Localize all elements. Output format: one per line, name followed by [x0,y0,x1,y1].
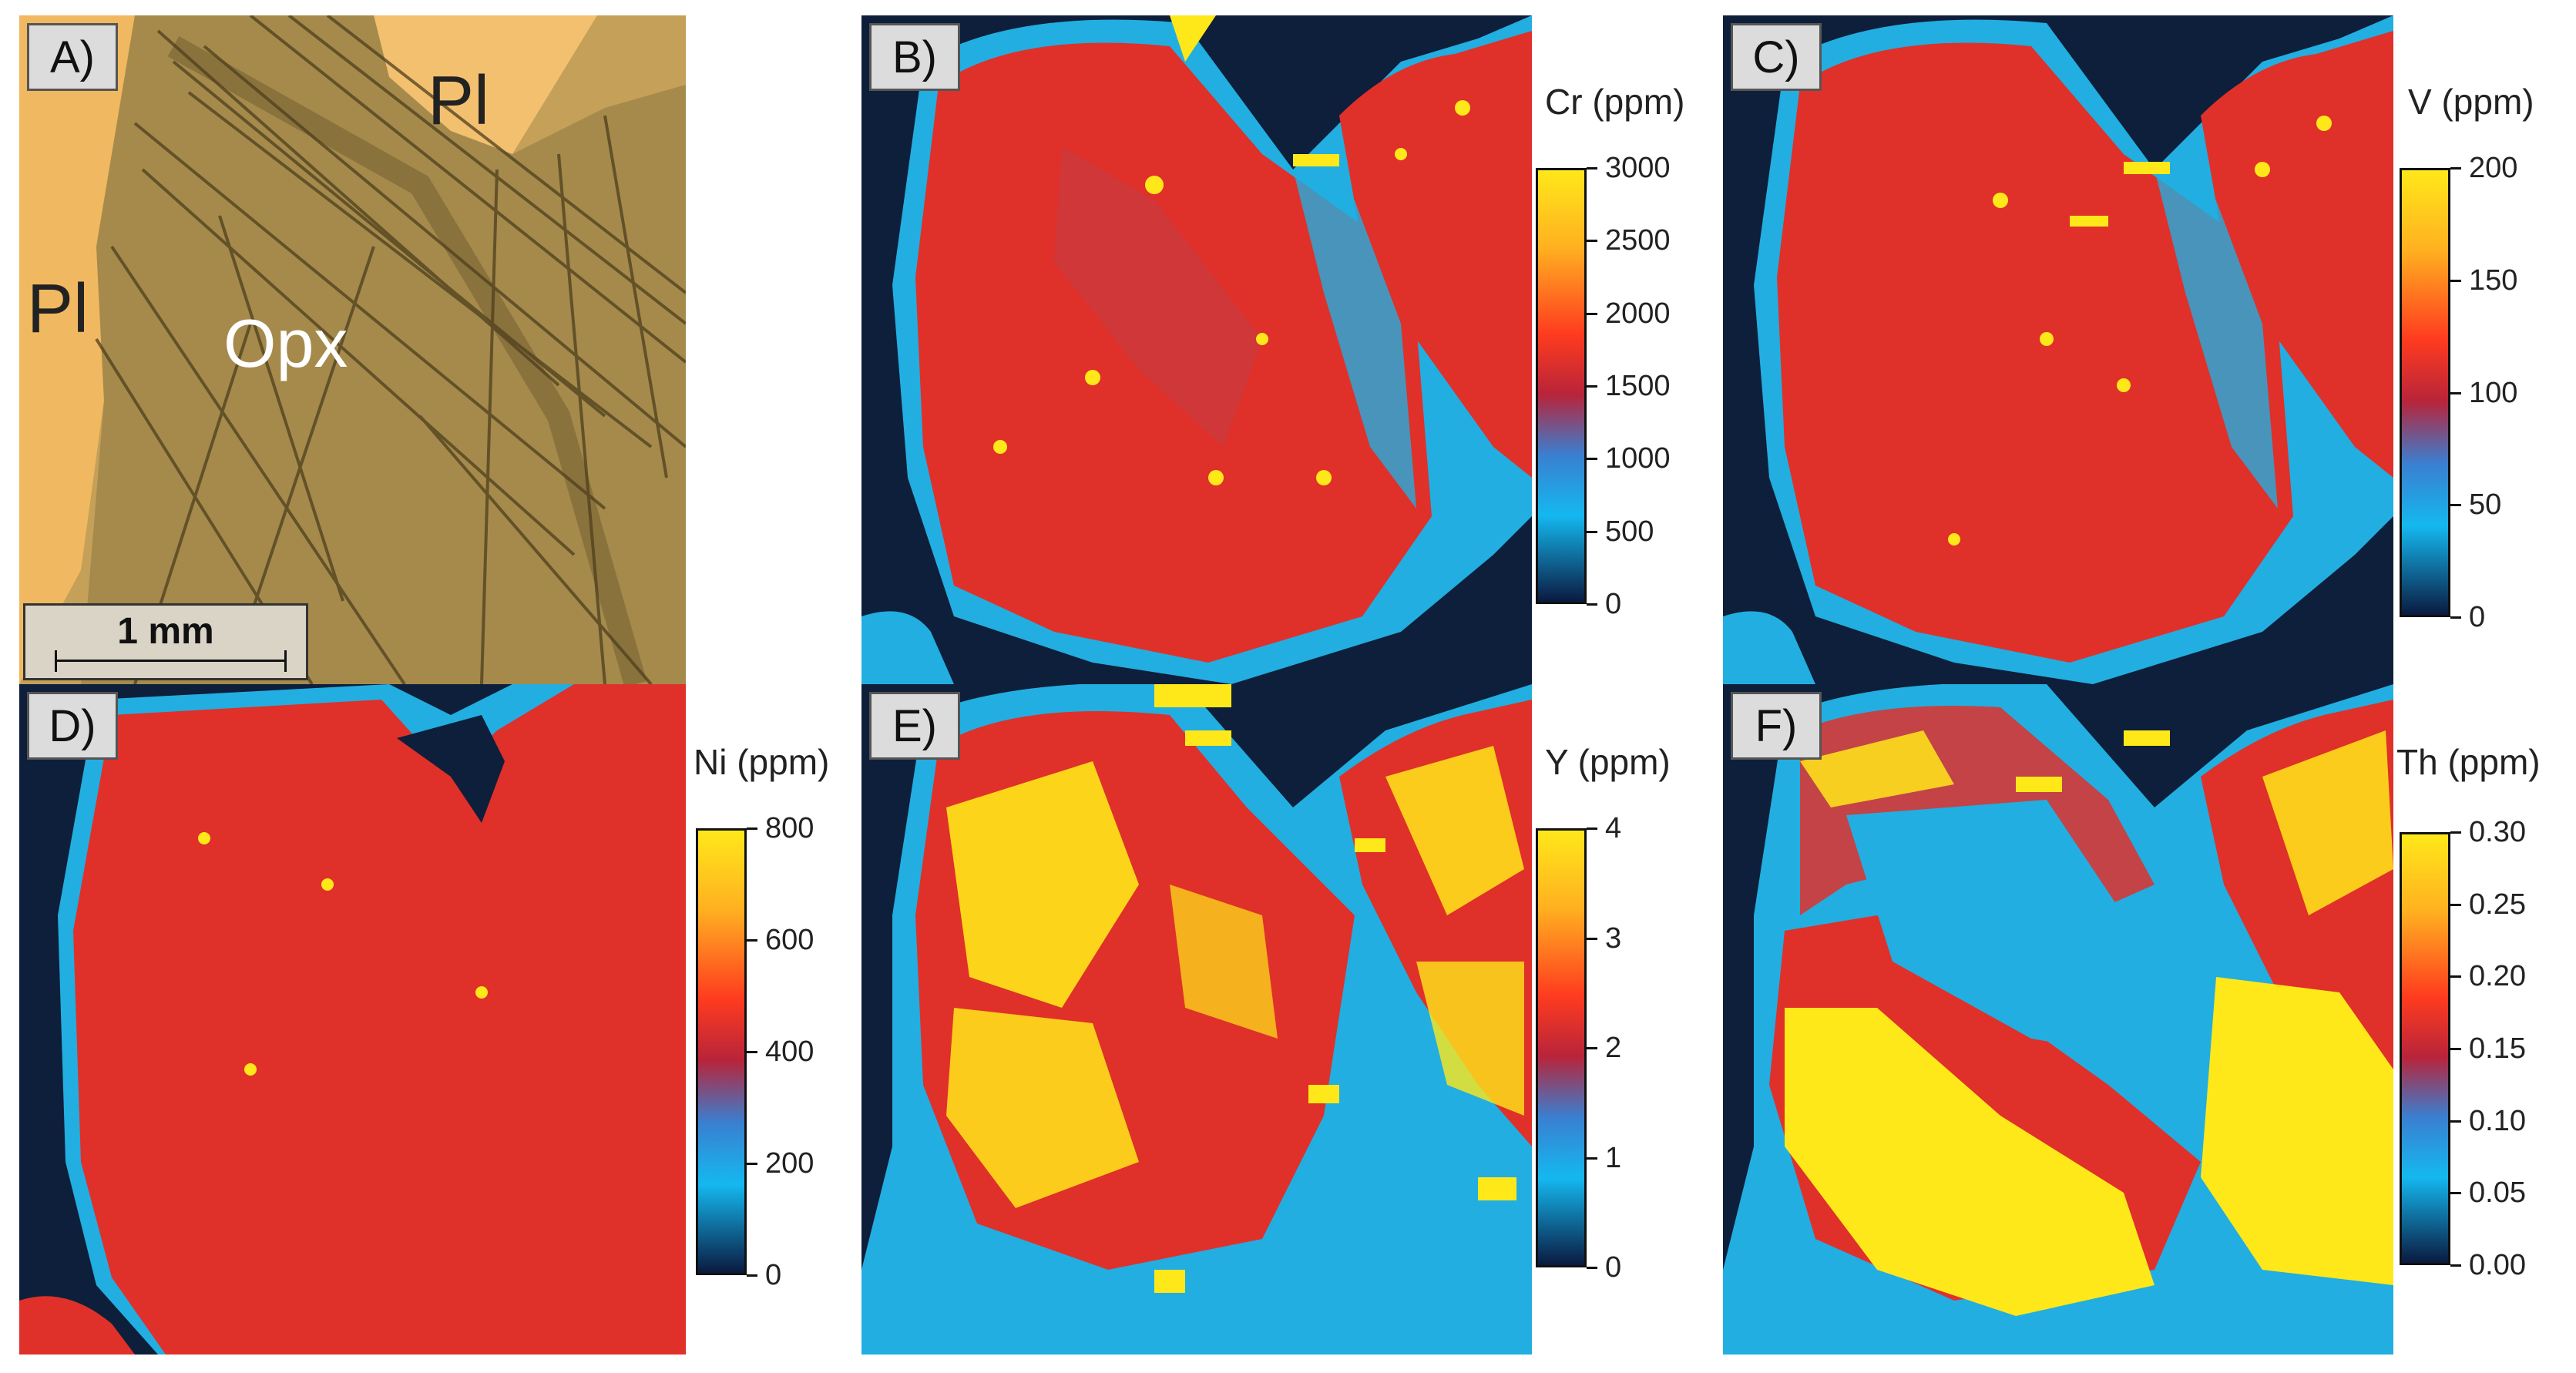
colorbar-tick-mark [2450,391,2461,394]
colorbar-title-v: V (ppm) [2408,82,2534,122]
colorbar-tick-label: 200 [2469,152,2518,184]
panel-e-label: E) [869,692,960,760]
colorbar-tick-label: 50 [2469,488,2502,522]
th-element-map [1723,684,2393,1355]
cr-element-map [861,15,1532,684]
colorbar-tick-mark [1587,530,1597,533]
scale-bar-cap [284,650,287,672]
colorbar-tick-mark [2450,1048,2461,1050]
ni-element-map [19,684,686,1355]
colorbar-tick-mark [2450,903,2461,906]
colorbar-tick-mark [2450,167,2461,170]
colorbar-title-ni: Ni (ppm) [694,742,830,782]
colorbar-tick-mark [2450,616,2461,619]
colorbar-tick-label: 0 [1605,1251,1622,1284]
colorbar-tick-label: 0 [2469,601,2486,633]
colorbar-ni [696,828,747,1275]
colorbar-tick-mark [747,939,757,942]
colorbar-tick-label: 0.10 [2469,1104,2526,1137]
colorbar-tick-mark [2450,975,2461,979]
colorbar-title-cr: Cr (ppm) [1545,82,1685,122]
colorbar-tick-label: 0.15 [2469,1032,2526,1065]
colorbar-tick-label: 3 [1605,921,1622,955]
colorbar-tick-mark [2450,1264,2461,1267]
scale-bar: 1 mm [23,603,308,680]
colorbar-tick-label: 800 [765,812,814,844]
panel-a-label: A) [27,23,118,91]
colorbar-tick-label: 1000 [1605,442,1671,475]
colorbar-tick-label: 1 [1605,1141,1622,1174]
colorbar-tick-mark [1587,458,1597,461]
scale-bar-label: 1 mm [117,611,214,652]
colorbar-th [2400,832,2450,1265]
thin-section-image [19,15,686,684]
colorbar-tick-label: 500 [1605,515,1654,548]
colorbar-tick-label: 2500 [1605,224,1671,257]
mineral-label-pl-top: Pl [428,62,490,139]
mineral-label-opx: Opx [223,305,348,381]
colorbar-tick-mark [2450,831,2461,834]
mineral-label-pl-left: Pl [27,270,89,347]
scale-bar-line [55,660,287,662]
colorbar-tick-label: 2 [1605,1032,1622,1064]
colorbar-y [1536,828,1587,1267]
scale-bar-cap [55,650,57,672]
panel-d-label: D) [27,692,118,760]
colorbar-title-y: Y (ppm) [1545,742,1671,782]
colorbar-tick-mark [2450,1192,2461,1195]
colorbar-tick-mark [1587,1156,1597,1160]
colorbar-tick-label: 100 [2469,376,2518,409]
panel-b-cr-map: B) [861,15,1532,684]
panel-b-label: B) [869,23,960,91]
colorbar-tick-label: 600 [765,924,814,956]
colorbar-tick-label: 400 [765,1036,814,1068]
colorbar-tick-label: 150 [2469,264,2518,297]
colorbar-tick-mark [747,1163,757,1165]
colorbar-tick-mark [1587,1047,1597,1049]
panel-d-ni-map: D) [19,684,686,1355]
colorbar-tick-mark [1587,385,1597,388]
panel-f-label: F) [1731,692,1822,760]
colorbar-tick-label: 200 [765,1147,814,1180]
colorbar-tick-mark [1587,167,1597,170]
v-element-map [1723,15,2393,684]
colorbar-tick-label: 0 [765,1259,782,1291]
colorbar-tick-mark [1587,240,1597,243]
colorbar-tick-label: 0 [1605,588,1622,620]
colorbar-tick-mark [2450,279,2461,282]
colorbar-tick-label: 1500 [1605,370,1671,402]
colorbar-tick-label: 0.20 [2469,960,2526,993]
colorbar-tick-label: 3000 [1605,152,1671,184]
colorbar-tick-mark [1587,1267,1597,1269]
colorbar-tick-label: 2000 [1605,297,1671,330]
panel-e-y-map: E) [861,684,1532,1355]
panel-a-photomicrograph: A) Pl Pl Opx 1 mm [19,15,686,684]
panel-c-v-map: C) [1723,15,2393,684]
colorbar-tick-mark [2450,1120,2461,1123]
colorbar-tick-mark [747,827,757,830]
panel-c-label: C) [1731,23,1822,91]
colorbar-tick-label: 0.25 [2469,888,2526,921]
colorbar-tick-label: 0.05 [2469,1177,2526,1210]
colorbar-tick-mark [2450,504,2461,507]
y-element-map [861,684,1532,1355]
colorbar-title-th: Th (ppm) [2396,742,2541,782]
colorbar-tick-mark [747,1274,757,1277]
colorbar-tick-mark [1587,312,1597,315]
colorbar-tick-mark [747,1051,757,1053]
colorbar-v [2400,168,2450,617]
panel-f-th-map: F) [1723,684,2393,1355]
colorbar-tick-mark [1587,937,1597,940]
colorbar-tick-label: 4 [1605,812,1622,844]
colorbar-tick-mark [1587,827,1597,830]
colorbar-tick-label: 0.00 [2469,1249,2526,1281]
colorbar-tick-mark [1587,603,1597,606]
colorbar-tick-label: 0.30 [2469,816,2526,848]
colorbar-cr [1536,168,1587,604]
